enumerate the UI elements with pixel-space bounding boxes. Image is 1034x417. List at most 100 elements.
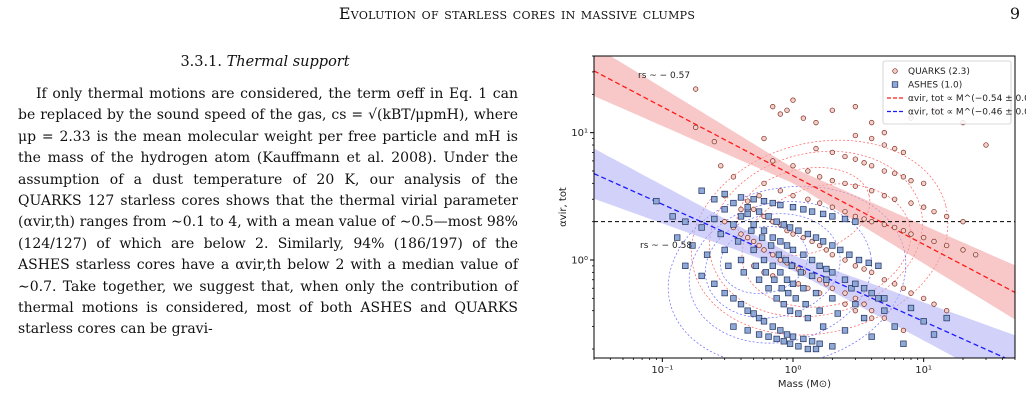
ashes-point bbox=[737, 213, 745, 220]
ashes-point bbox=[812, 289, 820, 297]
quarks-point bbox=[869, 135, 875, 142]
quarks-point bbox=[869, 308, 875, 314]
quarks-point bbox=[852, 295, 858, 301]
ashes-point bbox=[852, 280, 859, 287]
ashes-point bbox=[808, 256, 816, 264]
quarks-point bbox=[751, 206, 757, 212]
ashes-point bbox=[808, 338, 816, 345]
quarks-point bbox=[900, 285, 907, 291]
x-axis-title: Mass (M⊙) bbox=[778, 379, 831, 390]
ashes-point bbox=[744, 307, 751, 314]
ashes-density-contour bbox=[688, 201, 872, 344]
quarks-point bbox=[881, 221, 887, 228]
ashes-point bbox=[891, 323, 898, 330]
ashes-point bbox=[698, 187, 705, 194]
quarks-point bbox=[745, 198, 751, 204]
quarks-point bbox=[829, 204, 835, 210]
ashes-point bbox=[689, 242, 696, 249]
ashes-point bbox=[841, 215, 849, 223]
ashes-point bbox=[737, 256, 745, 264]
quarks-point bbox=[829, 107, 835, 113]
ashes-point bbox=[778, 285, 785, 292]
legend: QUARKS (2.3) ASHES (1.0) αvir, tot ∝ M^(−0… bbox=[882, 60, 1026, 125]
quarks-point bbox=[861, 301, 867, 307]
quarks-point bbox=[738, 231, 744, 237]
ashes-point bbox=[786, 340, 794, 347]
ashes-point bbox=[737, 194, 745, 201]
quarks-point bbox=[908, 200, 914, 206]
quarks-point bbox=[790, 231, 796, 237]
ashes-point bbox=[783, 242, 791, 249]
y-axis-title: αvir, tot bbox=[558, 187, 569, 227]
quarks-point bbox=[745, 234, 751, 241]
ashes-point bbox=[819, 238, 827, 245]
x-tick-label: 10⁰ bbox=[785, 365, 802, 376]
quarks-point bbox=[892, 281, 898, 287]
ashes-point bbox=[748, 227, 755, 234]
ashes-point bbox=[800, 251, 807, 258]
quarks-point bbox=[900, 228, 907, 234]
ashes-point bbox=[780, 301, 787, 308]
quarks-point bbox=[869, 269, 875, 275]
quarks-point bbox=[805, 196, 811, 202]
ashes-point bbox=[762, 269, 770, 276]
ashes-point bbox=[829, 242, 836, 249]
quarks-point bbox=[790, 193, 796, 199]
ashes-point bbox=[780, 221, 787, 228]
quarks-point bbox=[770, 252, 776, 258]
quarks-point bbox=[777, 111, 783, 117]
ashes-point bbox=[900, 340, 907, 347]
quarks-point bbox=[756, 242, 762, 249]
ashes-point bbox=[750, 310, 757, 317]
quarks-point bbox=[852, 183, 858, 189]
ashes-point bbox=[907, 304, 915, 312]
x-tick-label: 10¹ bbox=[915, 365, 932, 376]
ashes-point bbox=[721, 190, 728, 198]
quarks-point bbox=[829, 285, 835, 291]
quarks-point bbox=[960, 247, 966, 253]
y-tick-label: 10⁰ bbox=[571, 256, 588, 267]
running-head: Evolution of starless cores in massive c… bbox=[338, 4, 696, 23]
ashes-point bbox=[930, 331, 938, 338]
quarks-point bbox=[770, 104, 776, 110]
quarks-point bbox=[817, 200, 823, 206]
ashes-point bbox=[755, 276, 763, 283]
quarks-point bbox=[881, 168, 887, 174]
quarks-point bbox=[881, 130, 887, 136]
ashes-point bbox=[829, 269, 836, 276]
quarks-point bbox=[908, 231, 914, 237]
ashes-point bbox=[773, 295, 780, 302]
legend-quarks-marker bbox=[892, 68, 898, 74]
ashes-point bbox=[816, 262, 823, 269]
quarks-point bbox=[861, 160, 867, 166]
quarks-point bbox=[892, 196, 898, 202]
quarks-point bbox=[730, 174, 737, 180]
quarks-correlation-label: rs ~ − 0.57 bbox=[638, 71, 690, 81]
quarks-point bbox=[784, 107, 790, 113]
ashes-point bbox=[730, 323, 737, 330]
ashes-point bbox=[711, 196, 718, 203]
quarks-point bbox=[960, 219, 966, 225]
ashes-point bbox=[744, 327, 751, 334]
ashes-point bbox=[789, 333, 797, 340]
ashes-point bbox=[777, 269, 784, 276]
quarks-point bbox=[881, 315, 887, 321]
quarks-point bbox=[770, 158, 776, 164]
ashes-point bbox=[812, 345, 820, 353]
ashes-point bbox=[771, 276, 778, 283]
section-heading: 3.3.1. Thermal support bbox=[0, 54, 530, 70]
ashes-point bbox=[802, 301, 809, 308]
ashes-point bbox=[823, 265, 830, 273]
quarks-point bbox=[852, 132, 858, 139]
scatter-points bbox=[653, 86, 989, 353]
ashes-point bbox=[868, 333, 875, 340]
ashes-point bbox=[816, 340, 823, 347]
quarks-point bbox=[931, 238, 937, 245]
ashes-point bbox=[943, 314, 950, 322]
ashes-point bbox=[669, 213, 676, 220]
ashes-point bbox=[792, 295, 799, 302]
ashes-point bbox=[841, 276, 849, 283]
quarks-point bbox=[931, 301, 937, 307]
ashes-point bbox=[789, 280, 797, 287]
quarks-point bbox=[800, 234, 806, 241]
